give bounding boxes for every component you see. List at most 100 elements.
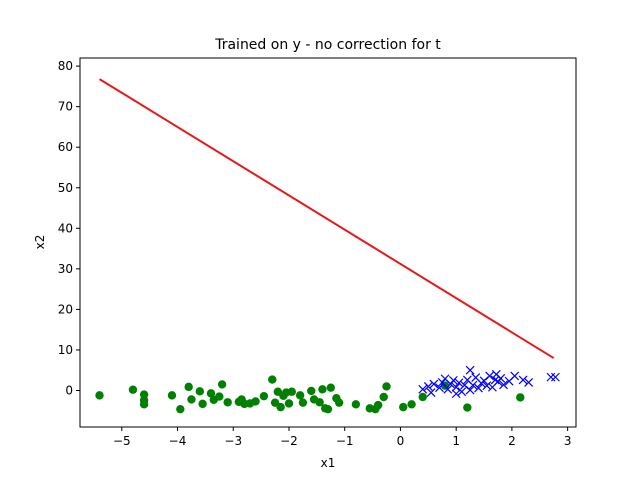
chart-title: Trained on y - no correction for t [214, 37, 441, 53]
y-axis: 0 10 20 30 40 50 60 70 80 [58, 59, 80, 398]
y-tick-label: 40 [58, 221, 73, 235]
x-marker-stroke [451, 382, 461, 392]
x-marker-stroke [465, 365, 475, 375]
x-tick-label: 2 [508, 434, 516, 448]
y-tick-label: 50 [58, 181, 73, 195]
x-axis: −5 −4 −3 −2 −1 0 1 2 3 [113, 427, 572, 448]
data-point-class1 [465, 365, 475, 375]
data-point-class1 [496, 373, 506, 383]
x-tick-label: 3 [564, 434, 572, 448]
data-point-class1 [448, 375, 458, 385]
data-point-class0 [259, 391, 269, 401]
data-point-class0 [95, 391, 104, 400]
data-point-class1 [482, 381, 492, 391]
decision-line [98, 78, 555, 359]
data-point-class1 [451, 382, 461, 392]
plot-area [95, 78, 560, 414]
y-tick-label: 80 [58, 59, 73, 73]
data-point-class0 [307, 386, 316, 396]
data-point-class1 [518, 375, 528, 385]
data-point-class1 [524, 377, 534, 387]
data-point-class0 [287, 387, 296, 396]
x-tick-label: −3 [224, 434, 242, 448]
data-point-class1 [435, 383, 444, 393]
x-marker-stroke [468, 380, 478, 390]
x-marker-stroke [426, 388, 436, 397]
x-marker-stroke [550, 372, 560, 382]
x-marker-stroke [485, 371, 495, 381]
data-point-class0 [295, 391, 305, 400]
x-marker-stroke [418, 384, 428, 394]
data-point-class1 [418, 384, 428, 394]
data-point-class0 [167, 391, 177, 400]
data-point-class1 [451, 389, 461, 399]
data-point-class1 [457, 387, 467, 397]
data-point-class0 [223, 398, 232, 407]
y-tick-label: 0 [65, 384, 73, 398]
x-tick-label: −2 [280, 434, 298, 448]
y-tick-label: 60 [58, 140, 73, 154]
data-point-class0 [399, 402, 408, 412]
data-point-class1 [468, 380, 478, 390]
x-tick-label: −1 [336, 434, 354, 448]
y-tick-label: 70 [58, 100, 73, 114]
data-point-class1 [546, 372, 556, 382]
x-marker-stroke [474, 383, 483, 393]
x-marker-stroke [457, 387, 467, 397]
x-marker-stroke [465, 385, 475, 395]
x-tick-label: −4 [169, 434, 187, 448]
data-point-class0 [407, 400, 416, 409]
x-marker-stroke [454, 378, 464, 388]
data-point-class0 [206, 389, 216, 398]
data-point-class0 [379, 392, 388, 402]
x-marker-stroke [440, 374, 450, 384]
x-marker-stroke [460, 380, 469, 390]
x-marker-stroke [499, 380, 508, 390]
x-marker-stroke [429, 379, 439, 389]
x-marker-stroke [448, 375, 458, 385]
data-point-class0 [198, 399, 207, 409]
data-point-class0 [187, 395, 196, 404]
data-point-class1 [446, 379, 456, 389]
x-marker-stroke [471, 373, 481, 382]
data-point-class0 [195, 387, 205, 396]
data-point-class0 [139, 400, 149, 409]
data-point-class0 [184, 382, 193, 392]
data-point-class1 [465, 385, 475, 395]
x-marker-stroke [546, 372, 556, 382]
data-point-class0 [268, 375, 277, 384]
data-point-class0 [276, 402, 285, 412]
x-marker-stroke [451, 389, 461, 399]
data-point-class0 [463, 403, 472, 412]
x-marker-stroke [496, 373, 506, 383]
data-point-class0 [217, 380, 227, 389]
data-point-class1 [454, 378, 464, 388]
x-marker-stroke [482, 381, 492, 391]
data-point-class1 [426, 388, 436, 397]
x-marker-stroke [443, 384, 453, 394]
y-tick-label: 10 [58, 343, 73, 357]
x-marker-stroke [518, 375, 528, 385]
x-marker-stroke [435, 383, 444, 393]
x-axis-label: x1 [321, 456, 336, 470]
data-point-class0 [298, 398, 308, 407]
x-marker-stroke [423, 382, 433, 391]
data-point-class0 [334, 398, 344, 407]
x-marker-stroke [524, 377, 534, 387]
y-tick-label: 30 [58, 262, 73, 276]
data-point-class0 [176, 404, 185, 414]
x-marker-stroke [462, 375, 472, 385]
x-marker-stroke [491, 369, 501, 379]
x-tick-label: 1 [452, 434, 460, 448]
data-point-class0 [326, 383, 335, 392]
data-point-class1 [443, 384, 453, 394]
x-tick-label: −5 [113, 434, 131, 448]
data-point-class0 [373, 400, 383, 410]
x-marker-stroke [490, 375, 500, 385]
data-point-class0 [284, 399, 294, 408]
data-point-class1 [499, 380, 508, 390]
data-point-class1 [550, 372, 560, 382]
x-marker-stroke [446, 379, 456, 389]
x-marker-stroke [437, 377, 447, 387]
data-point-class0 [418, 392, 427, 402]
